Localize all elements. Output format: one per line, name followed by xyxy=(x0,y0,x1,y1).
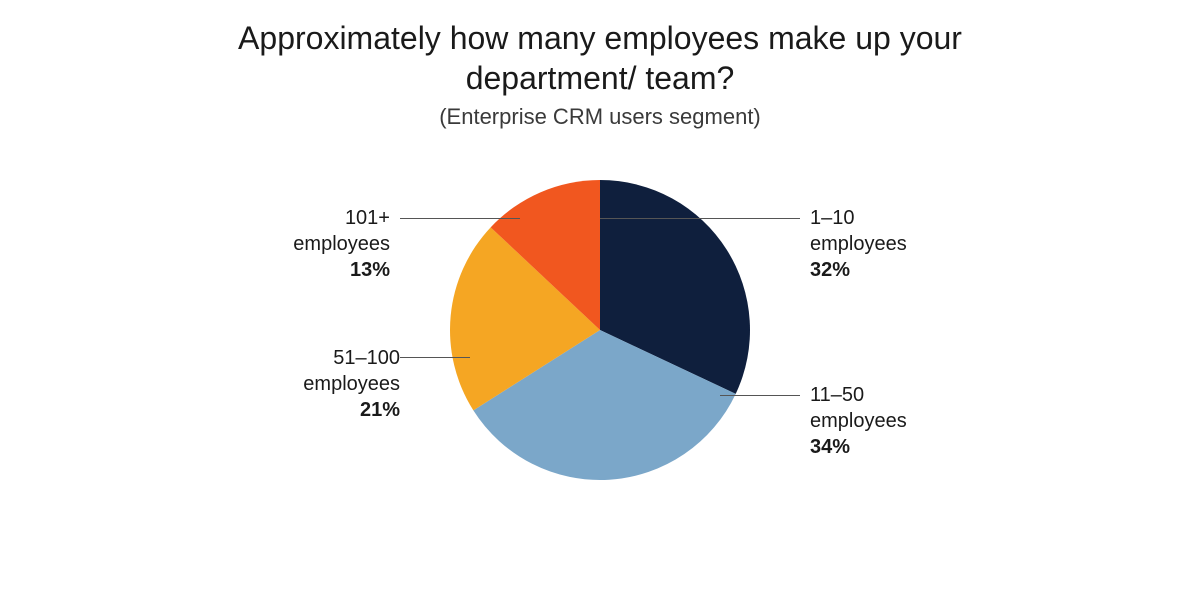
slice-label-line1: 101+ xyxy=(345,207,390,229)
slice-label: 11–50 employees 34% xyxy=(810,382,907,460)
slice-label-line2: employees xyxy=(810,410,907,432)
leader-line xyxy=(400,357,470,358)
slice-label: 1–10 employees 32% xyxy=(810,205,907,283)
slice-pct: 34% xyxy=(810,436,850,458)
slice-label-line2: employees xyxy=(293,233,390,255)
slice-label-line1: 11–50 xyxy=(810,384,864,406)
leader-line xyxy=(720,395,800,396)
slice-pct: 21% xyxy=(360,399,400,421)
slice-label: 101+ employees 13% xyxy=(250,205,390,283)
slice-label-line2: employees xyxy=(303,373,400,395)
slice-pct: 13% xyxy=(350,259,390,281)
slice-label-line1: 1–10 xyxy=(810,207,855,229)
leader-line xyxy=(600,218,800,219)
slice-label: 51–100 employees 21% xyxy=(260,345,400,423)
chart-area: 1–10 employees 32% 11–50 employees 34% 5… xyxy=(0,150,1200,580)
slice-label-line1: 51–100 xyxy=(333,347,400,369)
chart-subtitle: (Enterprise CRM users segment) xyxy=(0,104,1200,130)
slice-pct: 32% xyxy=(810,259,850,281)
slice-label-line2: employees xyxy=(810,233,907,255)
leader-line xyxy=(400,218,520,219)
title-block: Approximately how many employees make up… xyxy=(0,0,1200,130)
pie-chart xyxy=(450,180,750,480)
chart-title: Approximately how many employees make up… xyxy=(150,18,1050,98)
